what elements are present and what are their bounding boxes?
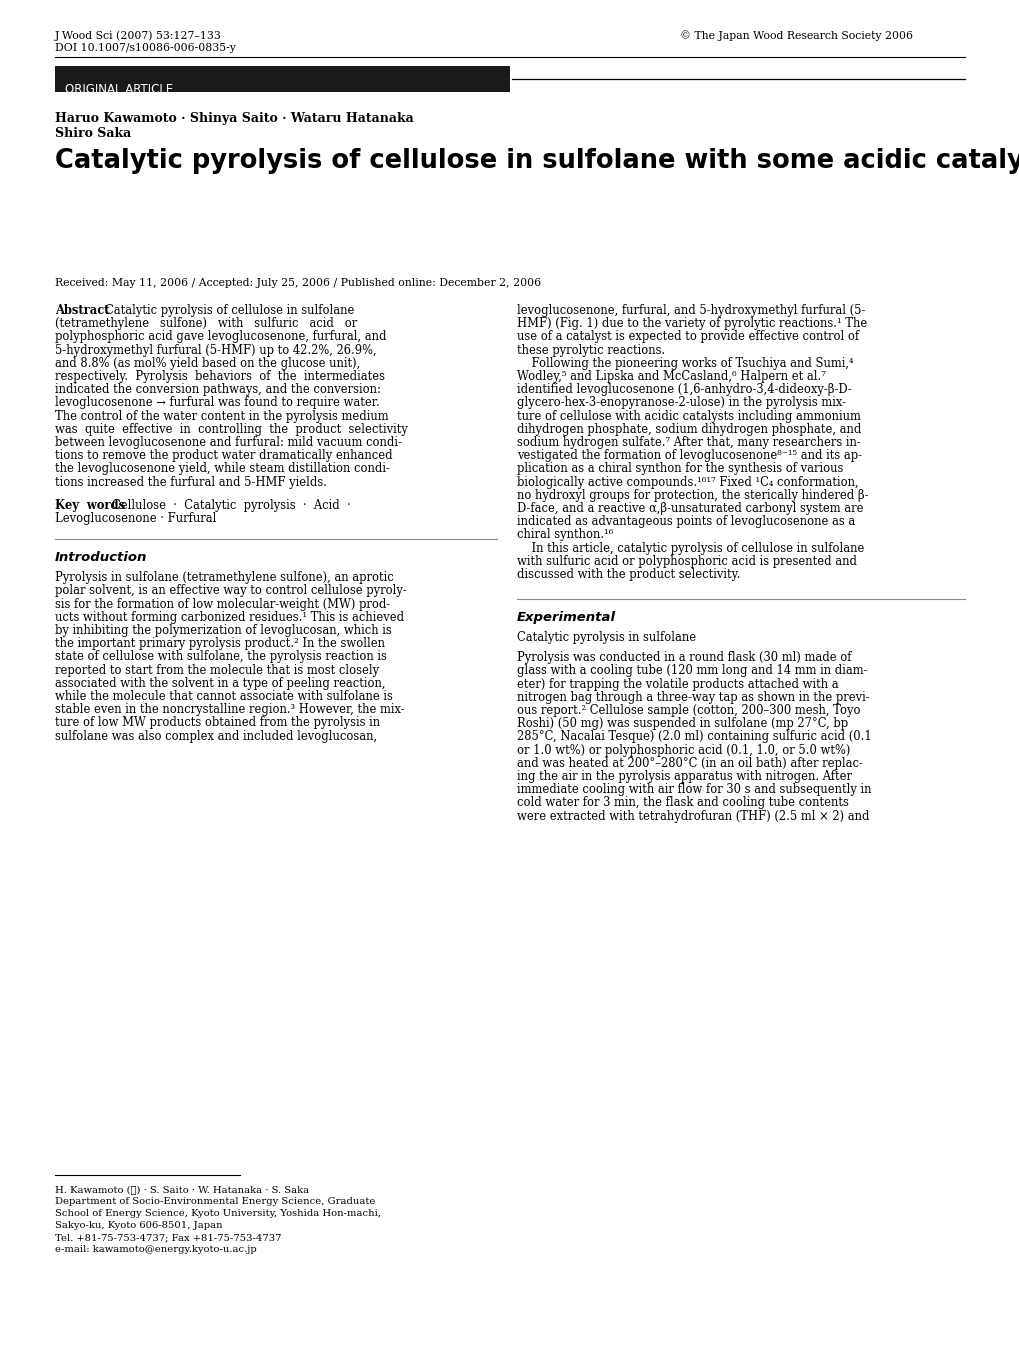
Text: Catalytic pyrolysis of cellulose in sulfolane with some acidic catalysts: Catalytic pyrolysis of cellulose in sulf… (55, 148, 1019, 174)
Text: H. Kawamoto (✉) · S. Saito · W. Hatanaka · S. Saka: H. Kawamoto (✉) · S. Saito · W. Hatanaka… (55, 1185, 309, 1194)
Text: In this article, catalytic pyrolysis of cellulose in sulfolane: In this article, catalytic pyrolysis of … (517, 542, 863, 554)
Text: Haruo Kawamoto · Shinya Saito · Wataru Hatanaka: Haruo Kawamoto · Shinya Saito · Wataru H… (55, 112, 414, 125)
Text: ture of cellulose with acidic catalysts including ammonium: ture of cellulose with acidic catalysts … (517, 410, 860, 422)
Text: by inhibiting the polymerization of levoglucosan, which is: by inhibiting the polymerization of levo… (55, 624, 391, 638)
Text: Key  words: Key words (55, 499, 125, 512)
Text: 285°C, Nacalai Tesque) (2.0 ml) containing sulfuric acid (0.1: 285°C, Nacalai Tesque) (2.0 ml) containi… (517, 730, 871, 744)
Text: was  quite  effective  in  controlling  the  product  selectivity: was quite effective in controlling the p… (55, 422, 408, 436)
Text: use of a catalyst is expected to provide effective control of: use of a catalyst is expected to provide… (517, 331, 858, 343)
Text: Pyrolysis in sulfolane (tetramethylene sulfone), an aprotic: Pyrolysis in sulfolane (tetramethylene s… (55, 572, 393, 584)
Text: polyphosphoric acid gave levoglucosenone, furfural, and: polyphosphoric acid gave levoglucosenone… (55, 331, 386, 343)
Text: Sakyo-ku, Kyoto 606-8501, Japan: Sakyo-ku, Kyoto 606-8501, Japan (55, 1221, 222, 1229)
Text: e-mail: kawamoto@energy.kyoto-u.ac.jp: e-mail: kawamoto@energy.kyoto-u.ac.jp (55, 1245, 257, 1254)
Text: were extracted with tetrahydrofuran (THF) (2.5 ml × 2) and: were extracted with tetrahydrofuran (THF… (517, 810, 868, 823)
Text: and 8.8% (as mol% yield based on the glucose unit),: and 8.8% (as mol% yield based on the glu… (55, 356, 360, 370)
Text: tions increased the furfural and 5-HMF yields.: tions increased the furfural and 5-HMF y… (55, 476, 327, 488)
Text: these pyrolytic reactions.: these pyrolytic reactions. (517, 343, 664, 356)
Text: levoglucosenone, furfural, and 5-hydroxymethyl furfural (5-: levoglucosenone, furfural, and 5-hydroxy… (517, 304, 864, 317)
Text: tions to remove the product water dramatically enhanced: tions to remove the product water dramat… (55, 449, 392, 463)
Text: ture of low MW products obtained from the pyrolysis in: ture of low MW products obtained from th… (55, 717, 380, 729)
Text: respectively.  Pyrolysis  behaviors  of  the  intermediates: respectively. Pyrolysis behaviors of the… (55, 370, 384, 383)
Text: glass with a cooling tube (120 mm long and 14 mm in diam-: glass with a cooling tube (120 mm long a… (517, 664, 866, 678)
Text: Wodley,⁵ and Lipska and McCasland,⁶ Halpern et al.⁷: Wodley,⁵ and Lipska and McCasland,⁶ Halp… (517, 370, 825, 383)
Text: (tetramethylene   sulfone)   with   sulfuric   acid   or: (tetramethylene sulfone) with sulfuric a… (55, 317, 357, 331)
Text: ORIGINAL ARTICLE: ORIGINAL ARTICLE (65, 83, 173, 95)
Text: sulfolane was also complex and included levoglucosan,: sulfolane was also complex and included … (55, 729, 377, 742)
Text: the important primary pyrolysis product.² In the swollen: the important primary pyrolysis product.… (55, 638, 384, 650)
Bar (55, 66, 510, 91)
Text: ing the air in the pyrolysis apparatus with nitrogen. After: ing the air in the pyrolysis apparatus w… (517, 769, 851, 783)
Text: J Wood Sci (2007) 53:127–133: J Wood Sci (2007) 53:127–133 (55, 30, 222, 40)
Text: Department of Socio-Environmental Energy Science, Graduate: Department of Socio-Environmental Energy… (55, 1197, 375, 1206)
Text: indicated the conversion pathways, and the conversion:: indicated the conversion pathways, and t… (55, 383, 380, 397)
Text: School of Energy Science, Kyoto University, Yoshida Hon-machi,: School of Energy Science, Kyoto Universi… (55, 1209, 381, 1219)
Text: Following the pioneering works of Tsuchiya and Sumi,⁴: Following the pioneering works of Tsuchi… (517, 356, 853, 370)
Text: reported to start from the molecule that is most closely: reported to start from the molecule that… (55, 663, 379, 677)
Text: state of cellulose with sulfolane, the pyrolysis reaction is: state of cellulose with sulfolane, the p… (55, 651, 386, 663)
Text: Abstract: Abstract (55, 304, 109, 317)
Text: associated with the solvent in a type of peeling reaction,: associated with the solvent in a type of… (55, 677, 385, 690)
Text: between levoglucosenone and furfural: mild vacuum condi-: between levoglucosenone and furfural: mi… (55, 436, 401, 449)
Text: Received: May 11, 2006 / Accepted: July 25, 2006 / Published online: December 2,: Received: May 11, 2006 / Accepted: July … (55, 278, 541, 288)
Text: glycero-hex-3-enopyranose-2-ulose) in the pyrolysis mix-: glycero-hex-3-enopyranose-2-ulose) in th… (517, 397, 845, 409)
Text: nitrogen bag through a three-way tap as shown in the previ-: nitrogen bag through a three-way tap as … (517, 691, 869, 703)
Text: Pyrolysis was conducted in a round flask (30 ml) made of: Pyrolysis was conducted in a round flask… (517, 651, 851, 664)
Text: Shiro Saka: Shiro Saka (55, 126, 131, 140)
Text: Experimental: Experimental (517, 611, 615, 624)
Text: no hydroxyl groups for protection, the sterically hindered β-: no hydroxyl groups for protection, the s… (517, 488, 867, 502)
Text: HMF) (Fig. 1) due to the variety of pyrolytic reactions.¹ The: HMF) (Fig. 1) due to the variety of pyro… (517, 317, 866, 331)
Text: the levoglucosenone yield, while steam distillation condi-: the levoglucosenone yield, while steam d… (55, 463, 389, 475)
Text: Introduction: Introduction (55, 551, 147, 564)
Text: cold water for 3 min, the flask and cooling tube contents: cold water for 3 min, the flask and cool… (517, 796, 848, 810)
Text: eter) for trapping the volatile products attached with a: eter) for trapping the volatile products… (517, 678, 838, 690)
Text: and was heated at 200°–280°C (in an oil bath) after replac-: and was heated at 200°–280°C (in an oil … (517, 757, 862, 769)
Text: chiral synthon.¹⁶: chiral synthon.¹⁶ (517, 529, 612, 542)
Text: © The Japan Wood Research Society 2006: © The Japan Wood Research Society 2006 (680, 30, 912, 40)
Text: indicated as advantageous points of levoglucosenone as a: indicated as advantageous points of levo… (517, 515, 854, 529)
Text: Catalytic pyrolysis of cellulose in sulfolane: Catalytic pyrolysis of cellulose in sulf… (105, 304, 354, 317)
Text: levoglucosenone → furfural was found to require water.: levoglucosenone → furfural was found to … (55, 397, 379, 409)
Text: biologically active compounds.¹⁶¹⁷ Fixed ¹C₄ conformation,: biologically active compounds.¹⁶¹⁷ Fixed… (517, 476, 858, 488)
Text: 5-hydroxymethyl furfural (5-HMF) up to 42.2%, 26.9%,: 5-hydroxymethyl furfural (5-HMF) up to 4… (55, 343, 376, 356)
Text: discussed with the product selectivity.: discussed with the product selectivity. (517, 568, 740, 581)
Text: dihydrogen phosphate, sodium dihydrogen phosphate, and: dihydrogen phosphate, sodium dihydrogen … (517, 422, 860, 436)
Text: sis for the formation of low molecular-weight (MW) prod-: sis for the formation of low molecular-w… (55, 597, 390, 611)
Text: D-face, and a reactive α,β-unsaturated carbonyl system are: D-face, and a reactive α,β-unsaturated c… (517, 502, 863, 515)
Text: sodium hydrogen sulfate.⁷ After that, many researchers in-: sodium hydrogen sulfate.⁷ After that, ma… (517, 436, 860, 449)
Text: or 1.0 wt%) or polyphosphoric acid (0.1, 1.0, or 5.0 wt%): or 1.0 wt%) or polyphosphoric acid (0.1,… (517, 744, 850, 757)
Text: Roshi) (50 mg) was suspended in sulfolane (mp 27°C, bp: Roshi) (50 mg) was suspended in sulfolan… (517, 717, 847, 730)
Text: plication as a chiral synthon for the synthesis of various: plication as a chiral synthon for the sy… (517, 463, 843, 475)
Text: with sulfuric acid or polyphosphoric acid is presented and: with sulfuric acid or polyphosphoric aci… (517, 554, 856, 568)
Text: Tel. +81-75-753-4737; Fax +81-75-753-4737: Tel. +81-75-753-4737; Fax +81-75-753-473… (55, 1233, 281, 1241)
Text: Cellulose  ·  Catalytic  pyrolysis  ·  Acid  ·: Cellulose · Catalytic pyrolysis · Acid · (112, 499, 351, 512)
Text: Levoglucosenone · Furfural: Levoglucosenone · Furfural (55, 512, 216, 525)
Text: The control of the water content in the pyrolysis medium: The control of the water content in the … (55, 410, 388, 422)
Text: immediate cooling with air flow for 30 s and subsequently in: immediate cooling with air flow for 30 s… (517, 783, 870, 796)
Text: while the molecule that cannot associate with sulfolane is: while the molecule that cannot associate… (55, 690, 392, 703)
Text: ucts without forming carbonized residues.¹ This is achieved: ucts without forming carbonized residues… (55, 611, 404, 624)
Text: ous report.² Cellulose sample (cotton, 200–300 mesh, Toyo: ous report.² Cellulose sample (cotton, 2… (517, 703, 860, 717)
Text: identified levoglucosenone (1,6-anhydro-3,4-dideoxy-β-D-: identified levoglucosenone (1,6-anhydro-… (517, 383, 851, 397)
Text: stable even in the noncrystalline region.³ However, the mix-: stable even in the noncrystalline region… (55, 703, 405, 716)
Text: Catalytic pyrolysis in sulfolane: Catalytic pyrolysis in sulfolane (517, 631, 695, 644)
Text: polar solvent, is an effective way to control cellulose pyroly-: polar solvent, is an effective way to co… (55, 584, 407, 597)
Text: DOI 10.1007/s10086-006-0835-y: DOI 10.1007/s10086-006-0835-y (55, 43, 235, 52)
Text: vestigated the formation of levoglucosenone⁸⁻¹⁵ and its ap-: vestigated the formation of levoglucosen… (517, 449, 861, 463)
